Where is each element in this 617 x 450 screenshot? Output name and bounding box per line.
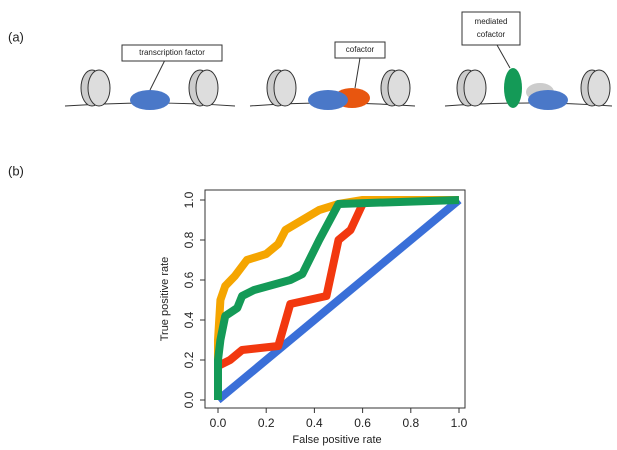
x-tick-label: 0.2 (258, 416, 275, 430)
diagram-label: cofactor (477, 30, 506, 39)
x-tick-label: 0.8 (402, 416, 419, 430)
transcription-factor (308, 90, 348, 110)
y-tick-label: 0.4 (182, 311, 196, 328)
y-tick-label: 0.0 (182, 391, 196, 408)
transcription-factor (130, 90, 170, 110)
x-tick-label: 0.6 (354, 416, 371, 430)
y-tick-label: 0.2 (182, 351, 196, 368)
x-axis-title: False positive rate (292, 434, 381, 446)
figure: (a) (b) transcription factor cofactor me… (0, 0, 617, 450)
y-tick-label: 1.0 (182, 191, 196, 208)
panel-label: (b) (8, 163, 24, 178)
y-tick-label: 0.8 (182, 231, 196, 248)
x-tick-label: 0.0 (210, 416, 227, 430)
nucleosome (464, 70, 486, 106)
roc-curve (218, 200, 459, 400)
x-tick-label: 1.0 (451, 416, 468, 430)
connector (355, 58, 360, 88)
y-tick-label: 0.6 (182, 271, 196, 288)
connector (497, 45, 510, 68)
nucleosome (88, 70, 110, 106)
transcription-factor (528, 90, 568, 110)
diagram-label: transcription factor (139, 48, 205, 57)
x-tick-label: 0.4 (306, 416, 323, 430)
nucleosome (588, 70, 610, 106)
nucleosome (274, 70, 296, 106)
diagram-label: mediated (475, 17, 508, 26)
connector (150, 60, 165, 90)
nucleosome (196, 70, 218, 106)
nucleosome (388, 70, 410, 106)
mediated-cofactor (504, 68, 522, 108)
panel-label: (a) (8, 29, 24, 44)
page: (a) (b) transcription factor cofactor me… (0, 0, 617, 450)
diagram-label: cofactor (346, 45, 375, 54)
y-axis-title: True positive rate (159, 257, 171, 342)
diagram (65, 12, 612, 110)
